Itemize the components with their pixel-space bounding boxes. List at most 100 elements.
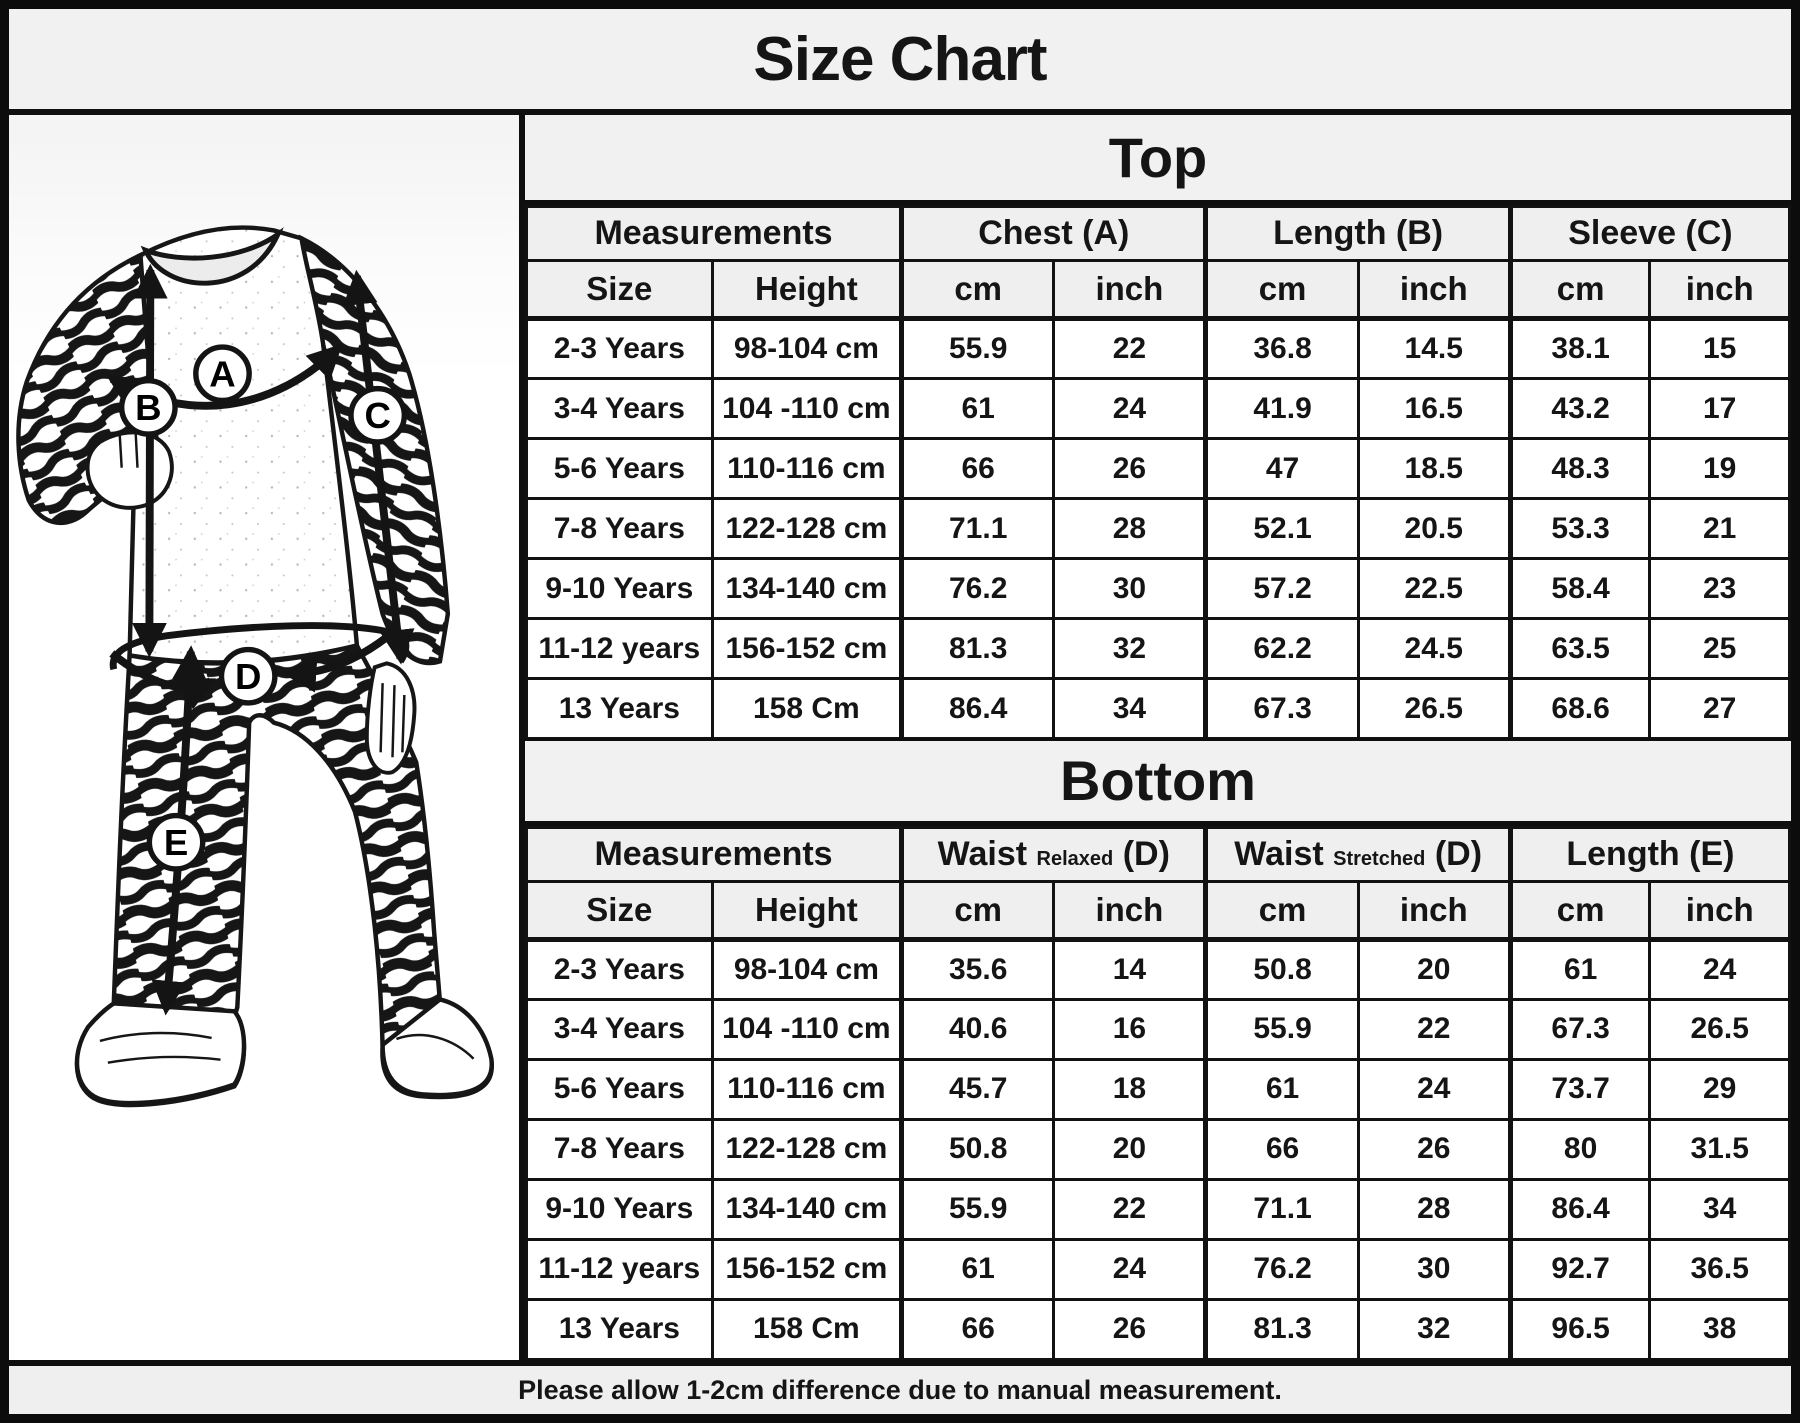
value-cell: 16	[1052, 997, 1208, 1061]
value-cell: 19	[1648, 437, 1791, 500]
col-header-height: Height	[710, 259, 904, 321]
size-cell: 2-3 Years	[525, 937, 714, 1001]
height-cell: 98-104 cm	[710, 317, 904, 380]
value-cell: 28	[1052, 497, 1208, 560]
table-row: 11-12 years 156-152 cm 61 24 76.2 30 92.7 36.5	[525, 1237, 1791, 1301]
col-group-chest: Chest (A)	[899, 205, 1208, 262]
value-cell: 53.3	[1507, 497, 1652, 560]
height-cell: 158 Cm	[710, 677, 904, 740]
height-cell: 158 Cm	[710, 1297, 904, 1361]
value-cell: 61	[1203, 1057, 1360, 1121]
value-cell: 81.3	[899, 617, 1056, 680]
arrow-d-right	[281, 624, 401, 693]
height-cell: 156-152 cm	[710, 1237, 904, 1301]
marker-d: D	[235, 656, 261, 697]
value-cell: 22	[1052, 317, 1208, 380]
value-cell: 34	[1648, 1177, 1791, 1241]
pajama-top-graphic	[16, 225, 451, 666]
value-cell: 30	[1356, 1237, 1512, 1301]
value-cell: 66	[1203, 1117, 1360, 1181]
value-cell: 55.9	[1203, 997, 1360, 1061]
arrow-c-sleeve	[342, 269, 415, 665]
height-cell: 134-140 cm	[710, 557, 904, 620]
value-cell: 24	[1356, 1057, 1512, 1121]
top-section-title: Top	[525, 115, 1791, 205]
size-cell: 5-6 Years	[525, 437, 714, 500]
value-cell: 22	[1356, 997, 1512, 1061]
table-row: 3-4 Years 104 -110 cm 40.6 16 55.9 22 67.3 26.5	[525, 997, 1791, 1061]
marker-b: B	[135, 387, 161, 428]
value-cell: 24	[1052, 377, 1208, 440]
col-group-length: Length (B)	[1203, 205, 1512, 262]
value-cell: 17	[1648, 377, 1791, 440]
table-row: 9-10 Years 134-140 cm 55.9 22 71.1 28 86.4 34	[525, 1177, 1791, 1241]
left-foot	[74, 1001, 247, 1106]
value-cell: 38	[1648, 1297, 1791, 1361]
value-cell: 34	[1052, 677, 1208, 740]
col-group-length: Length (E)	[1507, 825, 1792, 883]
table-row: 5-6 Years 110-116 cm 66 26 47 18.5 48.3 19	[525, 437, 1791, 500]
value-cell: 73.7	[1507, 1057, 1652, 1121]
height-cell: 134-140 cm	[710, 1177, 904, 1241]
height-cell: 110-116 cm	[710, 437, 904, 500]
size-cell: 5-6 Years	[525, 1057, 714, 1121]
measurement-markers: A B C D E	[118, 344, 408, 872]
value-cell: 15	[1648, 317, 1791, 380]
value-cell: 55.9	[899, 1177, 1056, 1241]
value-cell: 27	[1648, 677, 1791, 740]
value-cell: 50.8	[899, 1117, 1056, 1181]
value-cell: 63.5	[1507, 617, 1652, 680]
value-cell: 26	[1356, 1117, 1512, 1181]
col-header-inch: inch	[1356, 879, 1512, 942]
left-hand	[85, 430, 174, 510]
marker-e: E	[164, 822, 188, 863]
page-title: Size Chart	[753, 24, 1047, 94]
size-cell: 9-10 Years	[525, 557, 714, 620]
value-cell: 41.9	[1203, 377, 1360, 440]
tables-panel: Top Measurements Chest (A) Length (B) Sl…	[524, 115, 1792, 1361]
value-cell: 50.8	[1203, 937, 1360, 1001]
size-cell: 7-8 Years	[525, 497, 714, 560]
sub-header-row: Size Height cm inch cm inch cm inch	[525, 259, 1791, 321]
value-cell: 52.1	[1203, 497, 1360, 560]
col-header-size: Size	[525, 259, 714, 321]
value-cell: 68.6	[1507, 677, 1652, 740]
value-cell: 18.5	[1356, 437, 1512, 500]
value-cell: 38.1	[1507, 317, 1652, 380]
size-cell: 3-4 Years	[525, 377, 714, 440]
table-row: 2-3 Years 98-104 cm 35.6 14 50.8 20 61 24	[525, 937, 1791, 1001]
size-cell: 13 Years	[525, 677, 714, 740]
value-cell: 57.2	[1203, 557, 1360, 620]
right-hand	[364, 661, 417, 775]
top-size-table: Measurements Chest (A) Length (B) Sleeve…	[524, 205, 1792, 740]
value-cell: 22	[1052, 1177, 1208, 1241]
value-cell: 80	[1507, 1117, 1652, 1181]
value-cell: 30	[1052, 557, 1208, 620]
value-cell: 20	[1356, 937, 1512, 1001]
value-cell: 20.5	[1356, 497, 1512, 560]
table-row: 13 Years 158 Cm 86.4 34 67.3 26.5 68.6 27	[525, 677, 1791, 740]
height-cell: 104 -110 cm	[710, 377, 904, 440]
col-header-inch: inch	[1648, 879, 1791, 942]
value-cell: 26	[1052, 437, 1208, 500]
measurement-figure-panel: A B C D E	[9, 115, 525, 1360]
table-row: 9-10 Years 134-140 cm 76.2 30 57.2 22.5 58.4 23	[525, 557, 1791, 620]
size-cell: 13 Years	[525, 1297, 714, 1361]
value-cell: 14	[1052, 937, 1208, 1001]
value-cell: 45.7	[899, 1057, 1056, 1121]
value-cell: 23	[1648, 557, 1791, 620]
table-row: 7-8 Years 122-128 cm 71.1 28 52.1 20.5 53.3 21	[525, 497, 1791, 560]
value-cell: 67.3	[1203, 677, 1360, 740]
footer-note: Please allow 1-2cm difference due to man…	[518, 1374, 1282, 1405]
col-header-inch: inch	[1052, 879, 1208, 942]
arrow-b-top-length	[132, 263, 168, 658]
bottom-size-table: Measurements Waist Relaxed (D) Waist Str…	[524, 825, 1792, 1361]
col-header-cm: cm	[1507, 879, 1652, 942]
value-cell: 31.5	[1648, 1117, 1791, 1181]
col-header-height: Height	[710, 879, 904, 942]
footer-note-bar: Please allow 1-2cm difference due to man…	[9, 1360, 1791, 1414]
value-cell: 24	[1052, 1237, 1208, 1301]
col-header-cm: cm	[1203, 879, 1360, 942]
top-section: Top Measurements Chest (A) Length (B) Sl…	[524, 115, 1792, 740]
